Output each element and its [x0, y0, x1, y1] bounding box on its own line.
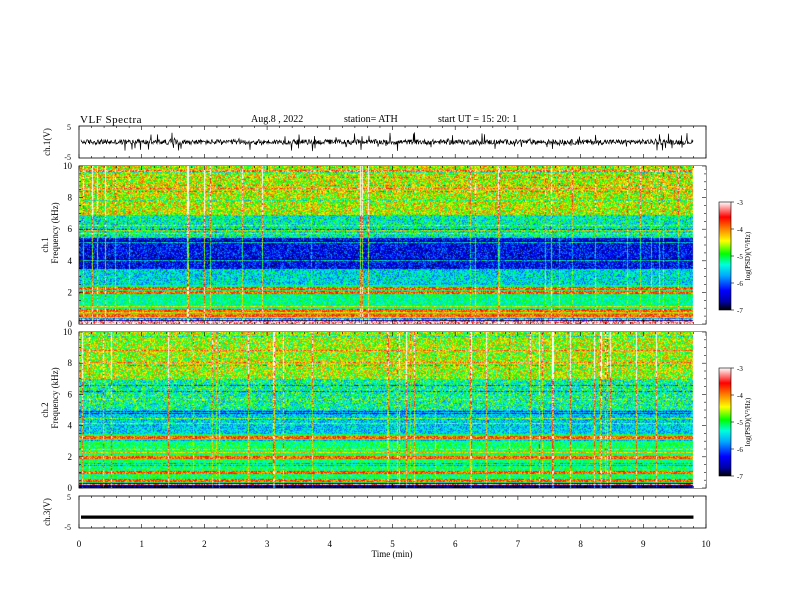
y-tick-label: 10 — [63, 327, 73, 337]
x-tick-label: 10 — [702, 539, 712, 549]
x-axis-label: Time (min) — [372, 549, 413, 559]
ch3-waveform-ticks — [78, 496, 707, 528]
start-time-label: start UT = 15: 20: 1 — [438, 114, 518, 125]
ch3-ytick-bottom: -5 — [64, 523, 71, 532]
x-tick-label: 4 — [328, 539, 333, 549]
y-tick-label: 6 — [68, 224, 73, 234]
ch1-colorbar-label: log(PSD)(V²/Hz) — [744, 231, 752, 280]
colorbar-tick-label: -4 — [737, 226, 743, 234]
ch3-waveform-frame — [78, 495, 707, 529]
ch2-colorbar — [718, 367, 732, 477]
ch1-spectrogram-ticks — [78, 165, 707, 325]
colorbar-tick-label: -7 — [737, 473, 743, 481]
ch1-ytick-bottom: -5 — [64, 153, 71, 162]
y-tick-label: 6 — [68, 389, 73, 399]
ch1-waveform-ticks — [78, 126, 707, 158]
colorbar-tick-label: -3 — [737, 365, 743, 373]
x-tick-label: 9 — [641, 539, 646, 549]
ch1-ytick-top: 5 — [67, 123, 71, 132]
y-tick-label: 0 — [68, 483, 73, 493]
x-tick-label: 6 — [453, 539, 458, 549]
figure-title: VLF Spectra — [80, 114, 143, 126]
ch2-colorbar-ticks: -3 -4 -5 -6 -7 — [731, 365, 743, 481]
x-tick-label: 2 — [202, 539, 207, 549]
ch2-spectrogram-ylabel-frequency: Frequency (kHz) — [50, 367, 60, 428]
colorbar-tick-label: -5 — [737, 253, 743, 261]
ch2-spectrogram-ylabel-channel: ch.2 — [40, 402, 50, 417]
ch1-spectrogram-image — [79, 166, 706, 324]
ch1-spectrogram-yticklabels: 0 2 4 6 8 10 — [63, 161, 73, 329]
ch1-spectrogram-ylabel-frequency: Frequency (kHz) — [50, 202, 60, 263]
y-tick-label: 4 — [68, 256, 73, 266]
x-tick-label: 3 — [265, 539, 270, 549]
ch2-spectrogram-yticklabels: 0 2 4 6 8 10 — [63, 327, 73, 493]
y-tick-label: 2 — [68, 287, 73, 297]
x-tick-label: 7 — [516, 539, 521, 549]
ch2-spectrogram-image — [79, 332, 706, 488]
colorbar-tick-label: -5 — [737, 419, 743, 427]
date-label: Aug.8 , 2022 — [251, 114, 304, 125]
colorbar-tick-label: -6 — [737, 280, 743, 288]
x-axis: 0 1 2 3 4 5 6 7 8 9 10 — [77, 539, 711, 549]
ch1-spectrogram-ylabel-channel: ch.1 — [40, 237, 50, 252]
ch3-waveform-ylabel: ch.3(V) — [42, 498, 52, 526]
y-tick-label: 0 — [68, 319, 73, 329]
station-label: station= ATH — [344, 114, 398, 125]
y-tick-label: 4 — [68, 421, 73, 431]
x-tick-label: 8 — [578, 539, 583, 549]
ch2-colorbar-label: log(PSD)(V²/Hz) — [744, 397, 752, 446]
x-tick-label: 5 — [390, 539, 395, 549]
colorbar-tick-label: -7 — [737, 307, 743, 315]
ch1-waveform-panel: 5 -5 ch.1(V) — [42, 123, 707, 162]
ch1-colorbar-ticks: -3 -4 -5 -6 -7 — [731, 199, 743, 315]
y-tick-label: 8 — [68, 193, 73, 203]
y-tick-label: 8 — [68, 358, 73, 368]
y-tick-label: 2 — [68, 452, 73, 462]
y-tick-label: 10 — [63, 161, 73, 171]
ch3-waveform-panel: 5 -5 ch.3(V) — [42, 493, 707, 532]
x-tick-label: 1 — [139, 539, 144, 549]
ch3-ytick-top: 5 — [67, 493, 71, 502]
ch1-waveform-ylabel: ch.1(V) — [42, 128, 52, 156]
colorbar-tick-label: -6 — [737, 446, 743, 454]
colorbar-tick-label: -3 — [737, 199, 743, 207]
ch1-waveform-trace — [80, 132, 694, 152]
ch2-spectrogram-ticks — [78, 331, 707, 489]
x-tick-label: 0 — [77, 539, 82, 549]
colorbar-tick-label: -4 — [737, 392, 743, 400]
ch1-colorbar — [718, 201, 732, 311]
